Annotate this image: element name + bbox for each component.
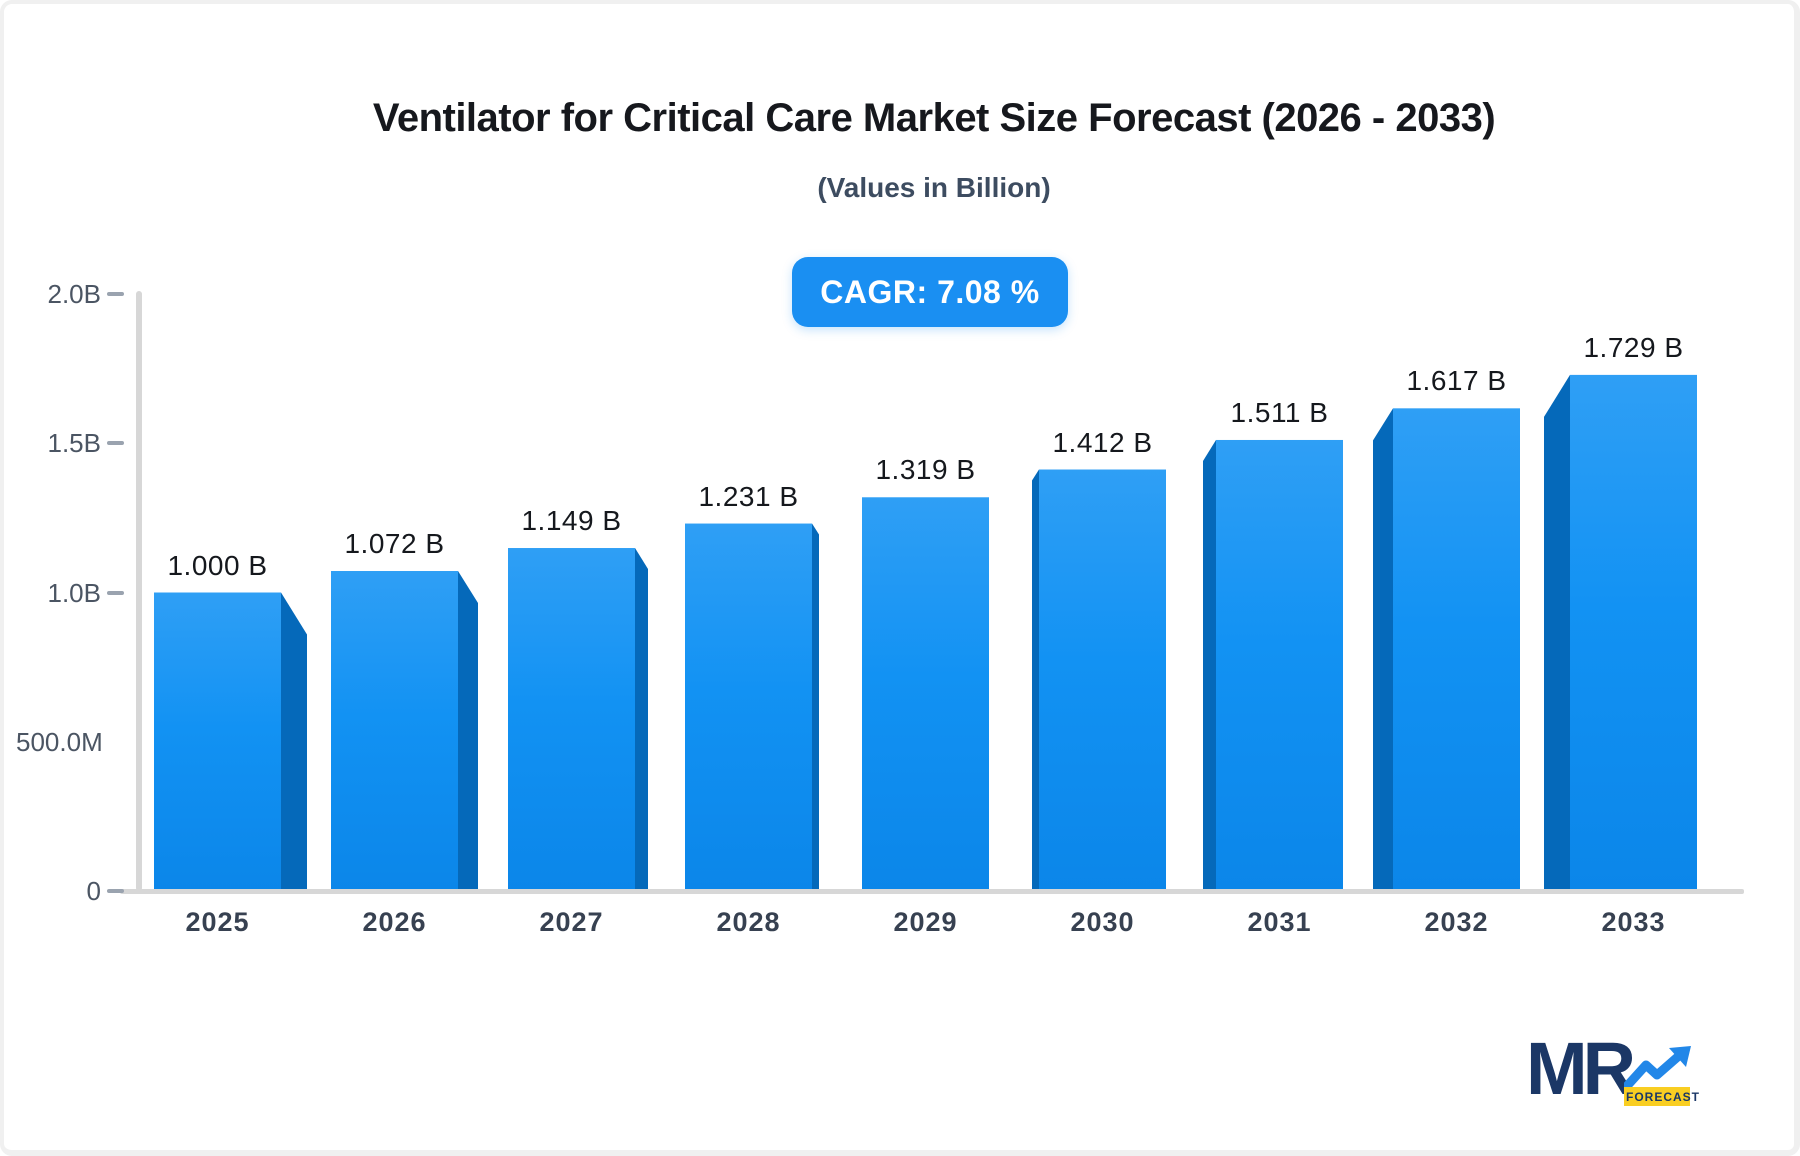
- x-axis-label: 2028: [716, 907, 781, 937]
- bar-side-face: [1032, 469, 1039, 893]
- y-axis-line: [136, 291, 142, 891]
- y-axis-tick-mark: [107, 889, 124, 893]
- bar-2030: [1032, 469, 1166, 893]
- bar-front-face: [331, 571, 458, 893]
- x-axis-label: 2026: [362, 907, 427, 937]
- bar-side-face: [1544, 374, 1570, 893]
- bar-value-label: 1.511 B: [1230, 396, 1329, 428]
- bar-value-label: 1.072 B: [344, 528, 445, 559]
- y-axis-tick-label: 1.5B: [47, 428, 102, 459]
- bar-value-label: 1.729 B: [1583, 331, 1684, 363]
- bar-2031: [1203, 439, 1343, 893]
- bar-value-label: 1.617 B: [1406, 365, 1507, 397]
- x-axis-label: 2033: [1601, 907, 1666, 937]
- chart-title: Ventilator for Critical Care Market Size…: [372, 96, 1496, 140]
- bar-value-label: 1.231 B: [698, 480, 799, 512]
- bar-2025: [154, 592, 307, 893]
- y-axis-tick-mark: [107, 590, 124, 595]
- mrforecast-logo: MR FORECAST: [1526, 1027, 1706, 1112]
- bar-front-face: [1039, 469, 1166, 893]
- bar-2029: [862, 497, 989, 893]
- bar-value-label: 1.149 B: [521, 505, 622, 537]
- bar-front-face: [1393, 408, 1520, 893]
- x-axis-label: 2032: [1424, 907, 1489, 937]
- bar-side-face: [1203, 439, 1216, 893]
- bar-side-face: [812, 523, 819, 893]
- bar-front-face: [685, 523, 812, 893]
- bar-front-face: [862, 497, 989, 893]
- bar-2032: [1373, 408, 1520, 893]
- bars-canvas: [154, 374, 1697, 893]
- x-axis-line: [120, 889, 1744, 894]
- bar-2027: [508, 548, 648, 893]
- x-axis-label: 2027: [539, 907, 604, 937]
- x-axis-label: 2030: [1070, 907, 1135, 937]
- y-axis-tick-label: 500.0M: [16, 726, 103, 757]
- bar-value-label: 1.000 B: [167, 549, 268, 581]
- bar-2026: [331, 571, 478, 893]
- x-axis-label: 2029: [893, 907, 958, 937]
- x-axis-label: 2031: [1247, 907, 1312, 937]
- bar-front-face: [1570, 374, 1697, 893]
- bar-value-label: 1.412 B: [1052, 426, 1153, 458]
- y-axis-tick-label: 0: [86, 876, 101, 906]
- y-axis-tick-mark: [107, 441, 124, 446]
- y-axis-tick-label: 2.0B: [47, 279, 102, 309]
- y-axis-tick-label: 1.0B: [47, 577, 102, 608]
- bar-side-face: [635, 548, 648, 893]
- bar-2033: [1544, 374, 1697, 893]
- bar-value-label: 1.319 B: [875, 454, 976, 486]
- logo-trend-arrow-icon: [1624, 1046, 1691, 1090]
- logo-mr-text: MR: [1526, 1027, 1636, 1110]
- y-axis-tick-mark: [107, 292, 124, 296]
- cagr-badge: CAGR: 7.08 %: [792, 257, 1068, 327]
- x-axis-label: 2025: [185, 907, 250, 937]
- bar-side-face: [281, 592, 307, 893]
- bar-front-face: [154, 592, 281, 893]
- bar-front-face: [1216, 439, 1343, 893]
- bar-side-face: [1373, 408, 1393, 893]
- cagr-label: CAGR: 7.08 %: [820, 273, 1040, 310]
- chart-subtitle: (Values in Billion): [817, 172, 1051, 203]
- bar-chart: 2.0B 1.5B 1.0B 500.0M 0 1.000 B 2025 1.072 B 20…: [4, 4, 1794, 1150]
- bar-front-face: [508, 548, 635, 893]
- bar-side-face: [458, 571, 478, 893]
- logo-forecast-text: FORECAST: [1624, 1087, 1699, 1106]
- bar-2028: [685, 523, 819, 893]
